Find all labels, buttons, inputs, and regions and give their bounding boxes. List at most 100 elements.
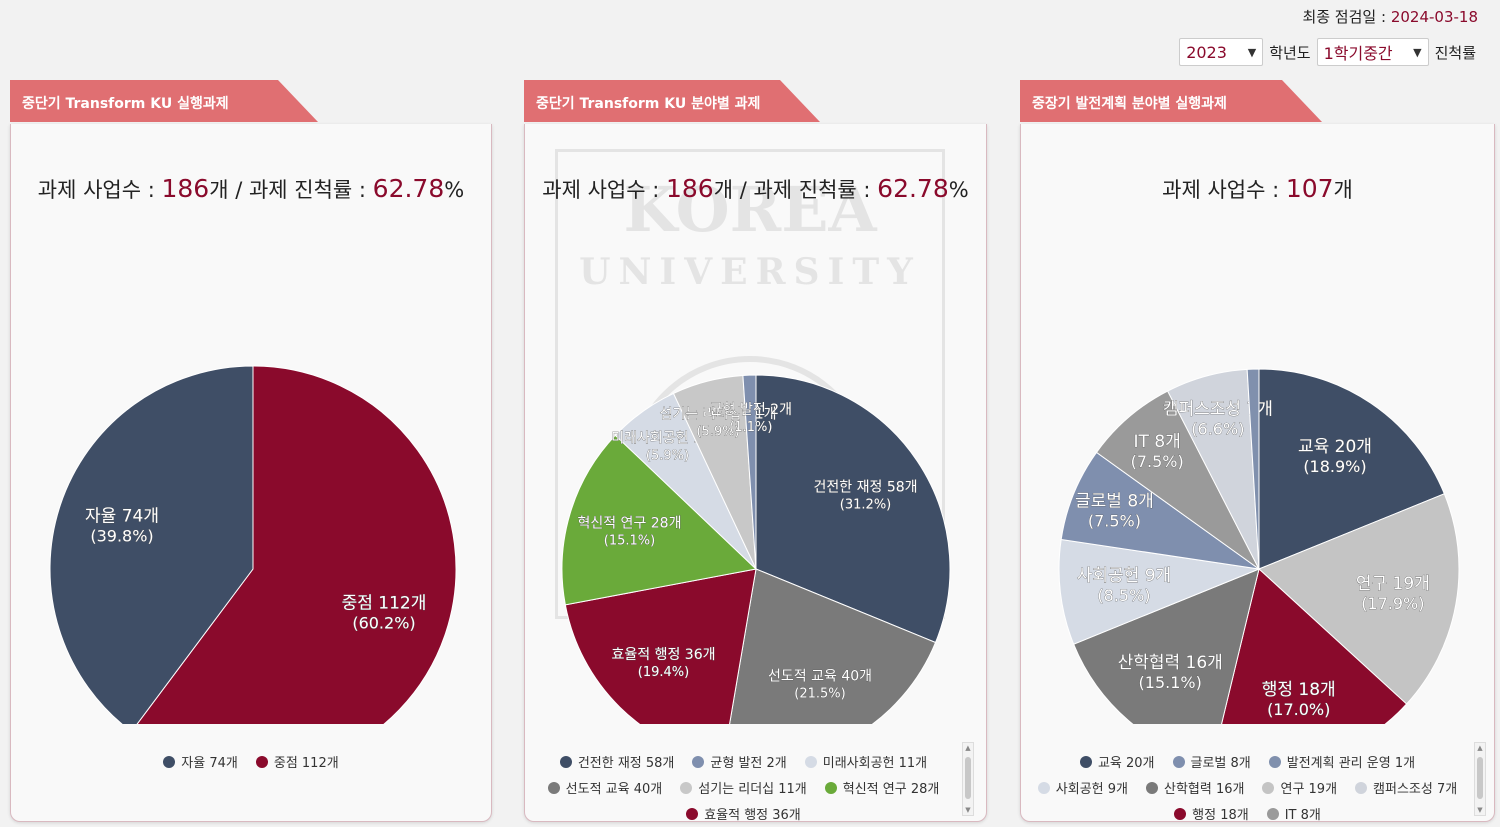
legend-dot-icon <box>1146 781 1158 794</box>
legend-item[interactable]: 효율적 행정 36개 <box>686 804 801 823</box>
legend-scrollbar[interactable]: ▲ ▼ <box>962 742 974 816</box>
panel-tab-title[interactable]: 중단기 Transform KU 실행과제 <box>10 80 318 122</box>
legend-row: 교육 20개 글로벌 8개 발전계획 관리 운영 1개 <box>1021 752 1474 771</box>
panel-headline: 과제 사업수 : 186개 / 과제 진척률 : 62.78% <box>11 174 491 204</box>
pie-slice-0[interactable] <box>131 365 457 724</box>
legend-item[interactable]: 연구 19개 <box>1262 778 1337 797</box>
pie-slice-8[interactable] <box>1246 368 1260 570</box>
slice-label-6: 균형 발전 2개 <box>710 402 792 418</box>
slice-label-6: IT 8개 <box>1134 432 1181 452</box>
panel-headline: 과제 사업수 : 107개 <box>1021 174 1494 204</box>
legend-item[interactable]: 행정 18개 <box>1174 804 1249 823</box>
legend-item[interactable]: 미래사회공헌 11개 <box>804 752 927 771</box>
legend-item[interactable]: 자율 74개 <box>163 752 238 771</box>
headline-prefix: 과제 사업수 : <box>1162 178 1286 202</box>
pie-slice-1[interactable] <box>723 568 937 724</box>
legend-label: 캠퍼스조성 7개 <box>1373 782 1458 797</box>
slice-label-2: 행정 18개 <box>1262 680 1336 700</box>
pie-slice-0[interactable] <box>755 374 951 644</box>
task-count: 186 <box>161 174 210 203</box>
legend-row: 건전한 재정 58개 균형 발전 2개 미래사회공헌 11개 <box>525 752 962 771</box>
legend-item[interactable]: 중점 112개 <box>255 752 339 771</box>
legend-label: 선도적 교육 40개 <box>565 782 663 797</box>
pie-slice-6[interactable] <box>1095 390 1260 570</box>
legend-label: 자율 74개 <box>181 756 238 771</box>
inspection-date-value: 2024-03-18 <box>1390 8 1478 26</box>
pie-slice-0[interactable] <box>1258 368 1445 570</box>
pie-slice-3[interactable] <box>1073 568 1260 724</box>
slice-label-0: 건전한 재정 58개 <box>814 479 918 495</box>
legend-item[interactable]: 건전한 재정 58개 <box>559 752 675 771</box>
legend-item[interactable]: 글로벌 8개 <box>1172 752 1251 771</box>
legend-row: 사회공헌 9개 산학협력 16개 연구 19개 캠퍼스조성 7개 <box>1021 778 1474 797</box>
task-count: 186 <box>665 174 714 203</box>
slice-label-4: 사회공헌 9개 <box>1077 566 1171 586</box>
legend-dot-icon <box>163 755 176 768</box>
pie-slice-2[interactable] <box>1212 568 1408 724</box>
headline-separator: / 과제 진척률 : <box>228 178 373 202</box>
pie-slice-1[interactable] <box>49 365 254 724</box>
pie-slice-1[interactable] <box>1258 493 1460 705</box>
legend-item[interactable]: 교육 20개 <box>1079 752 1155 771</box>
progress-rate-unit: % <box>948 178 969 202</box>
legend-item[interactable]: 섬기는 리더십 11개 <box>680 778 807 797</box>
legend-label: 효율적 행정 36개 <box>704 808 801 823</box>
panel-transform-ku-tasks: 중단기 Transform KU 실행과제 과제 사업수 : 186개 / 과제… <box>10 80 492 822</box>
panel-tab-title[interactable]: 중장기 발전계획 분야별 실행과제 <box>1020 80 1322 122</box>
legend-item[interactable]: 캠퍼스조성 7개 <box>1355 778 1457 797</box>
caret-down-icon: ▼ <box>1247 45 1257 59</box>
year-select[interactable]: 2023 ▼ <box>1179 38 1264 66</box>
slice-pct-1: (17.9%) <box>1361 594 1424 613</box>
legend-item[interactable]: 균형 발전 2개 <box>692 752 787 771</box>
pie-slice-2[interactable] <box>564 568 757 724</box>
legend-label: 산학협력 16개 <box>1164 782 1245 797</box>
legend-label: 섬기는 리더십 11개 <box>698 782 807 797</box>
pie-slice-3[interactable] <box>561 434 758 606</box>
legend-dot-icon <box>1079 755 1092 768</box>
legend-item[interactable]: 선도적 교육 40개 <box>547 778 663 797</box>
slice-pct-1: (21.5%) <box>794 686 845 701</box>
term-select[interactable]: 1학기중간 ▼ <box>1316 38 1429 66</box>
term-select-value: 1학기중간 <box>1323 44 1393 63</box>
slice-label-3: 혁신적 연구 28개 <box>577 516 681 532</box>
slice-label-1: 연구 19개 <box>1356 574 1430 594</box>
legend-dot-icon <box>1266 807 1279 820</box>
legend-label: 건전한 재정 58개 <box>577 756 675 771</box>
legend-item[interactable]: 사회공헌 9개 <box>1037 778 1128 797</box>
legend-item[interactable]: 혁신적 연구 28개 <box>824 778 939 797</box>
legend-item[interactable]: 산학협력 16개 <box>1146 778 1244 797</box>
filter-bar: 2023 ▼ 학년도 1학기중간 ▼ 진척률 <box>1179 38 1478 66</box>
legend-scrollbar[interactable]: ▲ ▼ <box>1474 742 1486 816</box>
legend-row: 행정 18개 IT 8개 <box>1021 804 1474 823</box>
slice-label-1: 선도적 교육 40개 <box>768 668 872 684</box>
legend-dot-icon <box>804 755 817 768</box>
year-suffix-label: 학년도 <box>1269 43 1311 62</box>
scroll-up-icon[interactable]: ▲ <box>1477 744 1483 752</box>
slice-pct-5: (7.5%) <box>1088 511 1141 530</box>
legend-label: 중점 112개 <box>273 756 339 771</box>
scroll-down-icon[interactable]: ▼ <box>1477 806 1483 814</box>
legend-dot-icon <box>824 781 837 794</box>
slice-pct-4: (8.5%) <box>1097 586 1150 605</box>
scroll-down-icon[interactable]: ▼ <box>965 806 971 814</box>
legend-row: 선도적 교육 40개 섬기는 리더십 11개 혁신적 연구 28개 <box>525 778 962 797</box>
pie-slice-4[interactable] <box>1058 538 1261 645</box>
inspection-date-display: 최종 점검일 : 2024-03-18 <box>1302 6 1478 27</box>
pie-slice-6[interactable] <box>742 374 757 570</box>
legend-label: 교육 20개 <box>1097 756 1155 771</box>
legend-dot-icon <box>547 781 560 794</box>
slice-pct-7: (6.6%) <box>1191 420 1244 439</box>
legend-row: 자율 74개 중점 112개 <box>11 752 491 771</box>
slice-pct-5: (5.9%) <box>696 425 739 440</box>
legend-item[interactable]: 발전계획 관리 운영 1개 <box>1268 752 1415 771</box>
legend-dot-icon <box>1037 781 1050 794</box>
scrollbar-thumb[interactable] <box>965 757 971 799</box>
pie-slice-5[interactable] <box>1060 451 1260 570</box>
slice-label-0: 중점 112개 <box>342 594 427 614</box>
slice-label-1: 자율 74개 <box>85 506 159 526</box>
panel-tab-title[interactable]: 중단기 Transform KU 분야별 과제 <box>524 80 820 122</box>
scrollbar-thumb[interactable] <box>1477 757 1483 799</box>
scroll-up-icon[interactable]: ▲ <box>965 744 971 752</box>
legend-item[interactable]: IT 8개 <box>1266 804 1321 823</box>
